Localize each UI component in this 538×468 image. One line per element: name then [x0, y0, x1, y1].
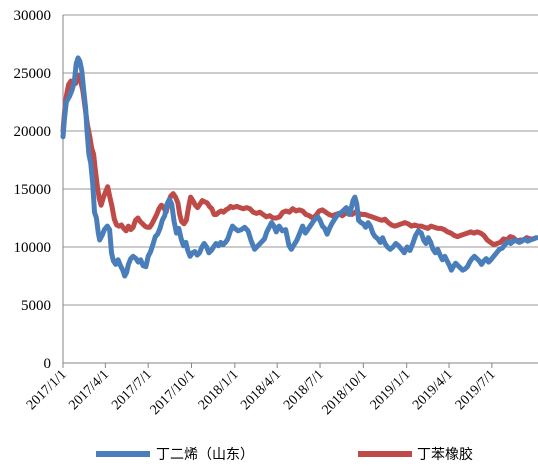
x-tick-label: 2018/4/1: [238, 367, 284, 413]
y-tick-label: 5000: [21, 298, 51, 314]
x-tick-label: 2017/1/1: [24, 367, 70, 413]
y-tick-label: 10000: [14, 240, 52, 256]
x-tick-label: 2019/4/1: [410, 367, 456, 413]
axes: [62, 15, 538, 364]
x-tick-label: 2018/1/1: [196, 367, 242, 413]
y-axis-ticks: 0 5000 10000 15000 20000 25000 30000: [14, 8, 52, 372]
x-tick-label: 2018/10/1: [319, 367, 370, 418]
x-tick-label: 2019/7/1: [453, 367, 499, 413]
x-tick-label: 2017/10/1: [148, 367, 199, 418]
legend: 丁二烯（山东） 丁苯橡胶: [96, 446, 473, 463]
y-tick-label: 20000: [14, 124, 52, 140]
legend-label-sbr: 丁苯橡胶: [417, 446, 473, 463]
x-tick-label: 2019/1/1: [368, 367, 414, 413]
legend-item-sbr: 丁苯橡胶: [358, 446, 473, 463]
gridlines: [63, 14, 538, 306]
series-lines: [60, 55, 538, 279]
x-tick-label: 2017/4/1: [66, 367, 112, 413]
series-line-butadiene: [60, 55, 538, 279]
y-tick-label: 15000: [14, 182, 52, 198]
y-tick-label: 0: [44, 356, 52, 372]
x-axis-ticks: 2017/1/12017/4/12017/7/12017/10/12018/1/…: [24, 363, 499, 418]
series-line-sbr: [60, 72, 538, 248]
legend-label-butadiene: 丁二烯（山东）: [156, 447, 254, 463]
y-tick-label: 25000: [14, 66, 52, 82]
legend-item-butadiene: 丁二烯（山东）: [96, 447, 254, 463]
y-tick-label: 30000: [14, 8, 52, 24]
